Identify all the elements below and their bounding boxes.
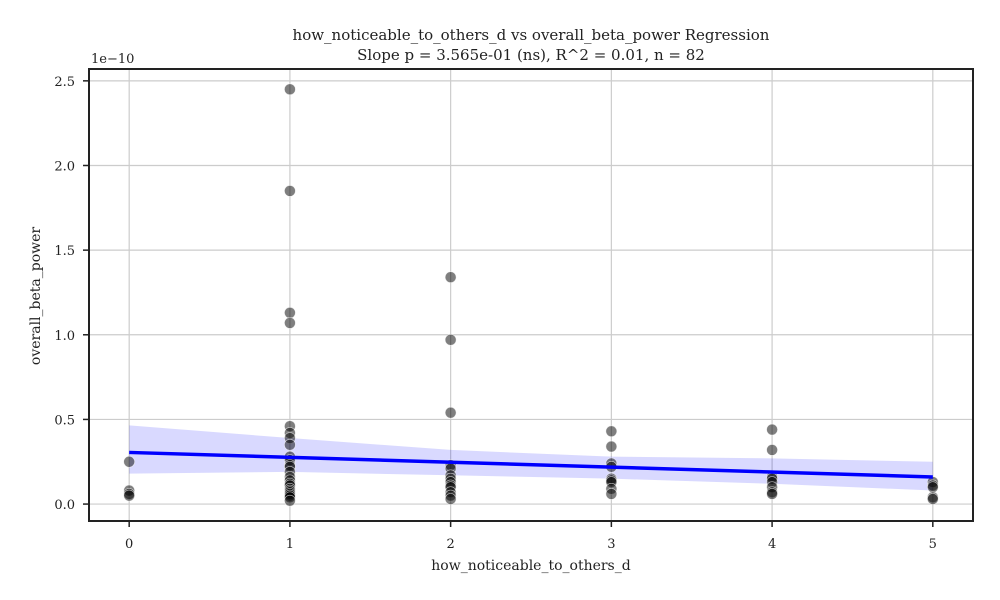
- x-tick-label: 4: [768, 537, 776, 552]
- data-point: [284, 439, 296, 451]
- data-point: [444, 406, 457, 419]
- chart-title: how_noticeable_to_others_d vs overall_be…: [293, 26, 770, 44]
- y-axis-ticks: 0.0 0.5 1.0 1.5 2.0 2.5: [54, 75, 89, 513]
- data-point: [444, 334, 457, 346]
- data-point: [927, 481, 939, 493]
- x-axis-label: how_noticeable_to_others_d: [431, 558, 630, 574]
- confidence-band: [129, 425, 933, 491]
- data-point: [927, 493, 939, 505]
- x-tick-label: 5: [929, 537, 937, 552]
- data-point: [284, 185, 296, 197]
- data-point: [284, 317, 296, 329]
- data-point: [766, 423, 778, 436]
- confidence-band-layer: [129, 425, 933, 491]
- data-point: [766, 444, 778, 456]
- y-tick-label: 0.0: [54, 498, 75, 513]
- data-point: [123, 489, 135, 502]
- data-point: [444, 493, 457, 505]
- y-offset-text: 1e−10: [91, 52, 134, 67]
- data-point: [605, 488, 618, 500]
- data-point: [284, 306, 296, 319]
- data-point: [605, 425, 618, 438]
- x-tick-label: 2: [446, 537, 454, 552]
- data-point: [444, 271, 457, 284]
- plot-frame: [88, 68, 974, 522]
- x-tick-label: 3: [607, 537, 615, 552]
- y-axis-label: overall_beta_power: [28, 227, 44, 365]
- data-point: [284, 83, 296, 96]
- y-tick-label: 2.5: [54, 75, 75, 90]
- x-tick-label: 0: [125, 537, 133, 552]
- data-point: [123, 455, 135, 468]
- scatter-points: [123, 83, 939, 507]
- data-point: [766, 488, 778, 500]
- grid: [89, 69, 973, 521]
- regression-line: [129, 450, 933, 479]
- regression-line-layer: [129, 450, 933, 479]
- chart-subtitle: Slope p = 3.565e-01 (ns), R^2 = 0.01, n …: [357, 46, 705, 64]
- x-axis-ticks: 0 1 2 3 4 5: [125, 521, 937, 552]
- y-tick-label: 1.5: [54, 244, 75, 259]
- data-point: [605, 440, 618, 453]
- y-tick-label: 1.0: [54, 329, 75, 344]
- x-tick-label: 1: [286, 537, 294, 552]
- y-tick-label: 0.5: [54, 413, 75, 428]
- y-tick-label: 2.0: [54, 159, 75, 174]
- data-point: [284, 494, 296, 507]
